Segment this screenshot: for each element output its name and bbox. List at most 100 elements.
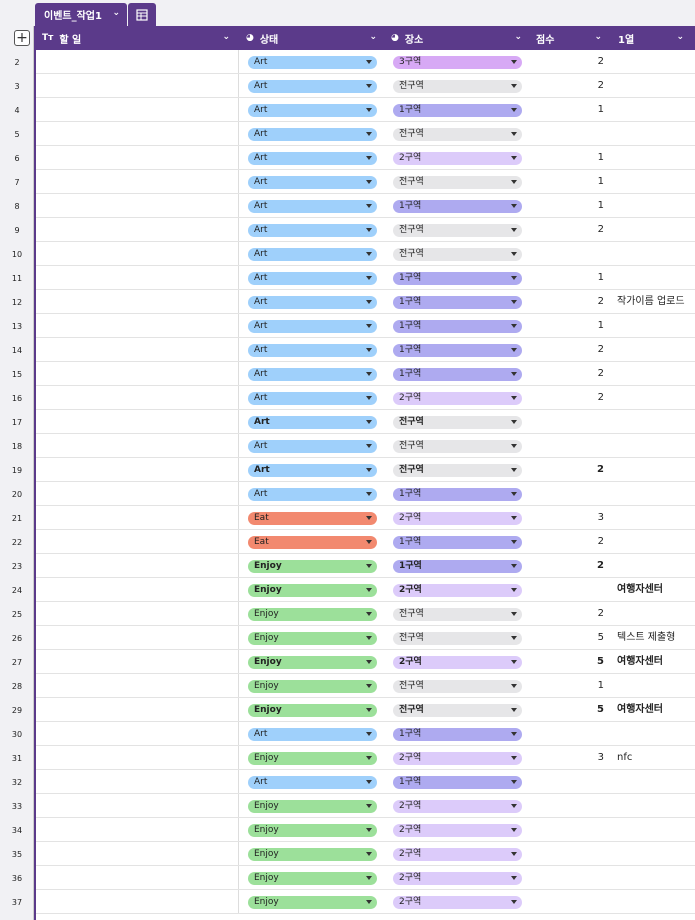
table-row[interactable]: Enjoy 전구역 5 텍스트 제출형 xyxy=(36,626,695,650)
status-dropdown[interactable]: Art xyxy=(248,272,377,285)
dropdown-arrow-icon[interactable] xyxy=(511,660,517,664)
column-header-place[interactable]: ◕ 장소 ⌄ xyxy=(385,26,530,50)
column-header-todo[interactable]: Tт 할 일 ⌄ xyxy=(36,26,238,50)
dropdown-arrow-icon[interactable] xyxy=(511,612,517,616)
table-row[interactable]: Enjoy 2구역 3 nfc xyxy=(36,746,695,770)
chevron-down-icon[interactable]: ⌄ xyxy=(369,32,377,42)
sheet-tab[interactable]: 이벤트_작업1 ⌄ xyxy=(35,3,127,26)
dropdown-arrow-icon[interactable] xyxy=(511,540,517,544)
table-row[interactable]: Art 전구역 xyxy=(36,242,695,266)
score-cell[interactable]: 5 xyxy=(597,704,604,715)
dropdown-arrow-icon[interactable] xyxy=(511,780,517,784)
dropdown-arrow-icon[interactable] xyxy=(366,852,372,856)
dropdown-arrow-icon[interactable] xyxy=(511,828,517,832)
status-dropdown[interactable]: Art xyxy=(248,320,377,333)
dropdown-arrow-icon[interactable] xyxy=(511,564,517,568)
dropdown-arrow-icon[interactable] xyxy=(511,708,517,712)
dropdown-arrow-icon[interactable] xyxy=(511,876,517,880)
table-row[interactable]: Art 전구역 xyxy=(36,434,695,458)
row-number[interactable]: 7 xyxy=(14,178,20,187)
dropdown-arrow-icon[interactable] xyxy=(366,540,372,544)
dropdown-arrow-icon[interactable] xyxy=(511,348,517,352)
place-dropdown[interactable]: 전구역 xyxy=(393,128,522,141)
row-number[interactable]: 33 xyxy=(11,802,23,811)
status-dropdown[interactable]: Art xyxy=(248,488,377,501)
column-header-status[interactable]: ◕ 상태 ⌄ xyxy=(240,26,385,50)
dropdown-arrow-icon[interactable] xyxy=(511,900,517,904)
dropdown-arrow-icon[interactable] xyxy=(511,276,517,280)
place-dropdown[interactable]: 전구역 xyxy=(393,608,522,621)
status-dropdown[interactable]: Art xyxy=(248,416,377,429)
dropdown-arrow-icon[interactable] xyxy=(511,60,517,64)
dropdown-arrow-icon[interactable] xyxy=(366,900,372,904)
place-dropdown[interactable]: 1구역 xyxy=(393,296,522,309)
status-dropdown[interactable]: Enjoy xyxy=(248,896,377,909)
place-dropdown[interactable]: 전구역 xyxy=(393,224,522,237)
table-row[interactable]: Enjoy 2구역 xyxy=(36,818,695,842)
row-number[interactable]: 12 xyxy=(11,298,23,307)
place-dropdown[interactable]: 1구역 xyxy=(393,728,522,741)
dropdown-arrow-icon[interactable] xyxy=(511,732,517,736)
chevron-down-icon[interactable]: ⌄ xyxy=(594,32,602,42)
table-row[interactable]: Eat 2구역 3 xyxy=(36,506,695,530)
place-dropdown[interactable]: 1구역 xyxy=(393,344,522,357)
place-dropdown[interactable]: 2구역 xyxy=(393,152,522,165)
dropdown-arrow-icon[interactable] xyxy=(511,444,517,448)
table-row[interactable]: Art 1구역 2 xyxy=(36,362,695,386)
column-header-col1[interactable]: 1열 ⌄ xyxy=(612,26,692,50)
dropdown-arrow-icon[interactable] xyxy=(366,612,372,616)
dropdown-arrow-icon[interactable] xyxy=(366,708,372,712)
status-dropdown[interactable]: Enjoy xyxy=(248,848,377,861)
status-dropdown[interactable]: Enjoy xyxy=(248,560,377,573)
dropdown-arrow-icon[interactable] xyxy=(511,180,517,184)
table-row[interactable]: Art 1구역 1 xyxy=(36,314,695,338)
score-cell[interactable]: 2 xyxy=(597,344,604,355)
place-dropdown[interactable]: 1구역 xyxy=(393,776,522,789)
table-row[interactable]: Art 전구역 2 xyxy=(36,74,695,98)
row-number[interactable]: 37 xyxy=(11,898,23,907)
row-number[interactable]: 27 xyxy=(11,658,23,667)
dropdown-arrow-icon[interactable] xyxy=(366,276,372,280)
chevron-down-icon[interactable]: ⌄ xyxy=(112,8,120,18)
dropdown-arrow-icon[interactable] xyxy=(366,132,372,136)
dropdown-arrow-icon[interactable] xyxy=(511,324,517,328)
status-dropdown[interactable]: Enjoy xyxy=(248,800,377,813)
place-dropdown[interactable]: 1구역 xyxy=(393,536,522,549)
dropdown-arrow-icon[interactable] xyxy=(511,420,517,424)
place-dropdown[interactable]: 2구역 xyxy=(393,872,522,885)
status-dropdown[interactable]: Enjoy xyxy=(248,752,377,765)
score-cell[interactable]: 1 xyxy=(597,152,604,163)
status-dropdown[interactable]: Art xyxy=(248,200,377,213)
score-cell[interactable]: 2 xyxy=(597,464,604,475)
dropdown-arrow-icon[interactable] xyxy=(366,420,372,424)
score-cell[interactable]: 2 xyxy=(597,368,604,379)
dropdown-arrow-icon[interactable] xyxy=(366,228,372,232)
dropdown-arrow-icon[interactable] xyxy=(366,684,372,688)
row-number[interactable]: 9 xyxy=(14,226,20,235)
row-number[interactable]: 4 xyxy=(14,106,20,115)
table-row[interactable]: Art 3구역 2 xyxy=(36,50,695,74)
place-dropdown[interactable]: 2구역 xyxy=(393,848,522,861)
dropdown-arrow-icon[interactable] xyxy=(366,348,372,352)
place-dropdown[interactable]: 2구역 xyxy=(393,512,522,525)
dropdown-arrow-icon[interactable] xyxy=(511,684,517,688)
row-number[interactable]: 31 xyxy=(11,754,23,763)
table-row[interactable]: Art 1구역 xyxy=(36,722,695,746)
score-cell[interactable]: 2 xyxy=(597,536,604,547)
table-view-button[interactable] xyxy=(128,3,156,26)
place-dropdown[interactable]: 전구역 xyxy=(393,632,522,645)
chevron-down-icon[interactable]: ⌄ xyxy=(514,32,522,42)
table-row[interactable]: Art 1구역 1 xyxy=(36,194,695,218)
table-row[interactable]: Enjoy 1구역 2 xyxy=(36,554,695,578)
row-number[interactable]: 17 xyxy=(11,418,23,427)
table-row[interactable]: Eat 1구역 2 xyxy=(36,530,695,554)
table-row[interactable]: Art 전구역 1 xyxy=(36,170,695,194)
table-row[interactable]: Art 1구역 2 xyxy=(36,338,695,362)
status-dropdown[interactable]: Art xyxy=(248,176,377,189)
status-dropdown[interactable]: Art xyxy=(248,368,377,381)
dropdown-arrow-icon[interactable] xyxy=(511,156,517,160)
status-dropdown[interactable]: Art xyxy=(248,296,377,309)
place-dropdown[interactable]: 전구역 xyxy=(393,248,522,261)
score-cell[interactable]: 1 xyxy=(597,320,604,331)
row-number[interactable]: 23 xyxy=(11,562,23,571)
